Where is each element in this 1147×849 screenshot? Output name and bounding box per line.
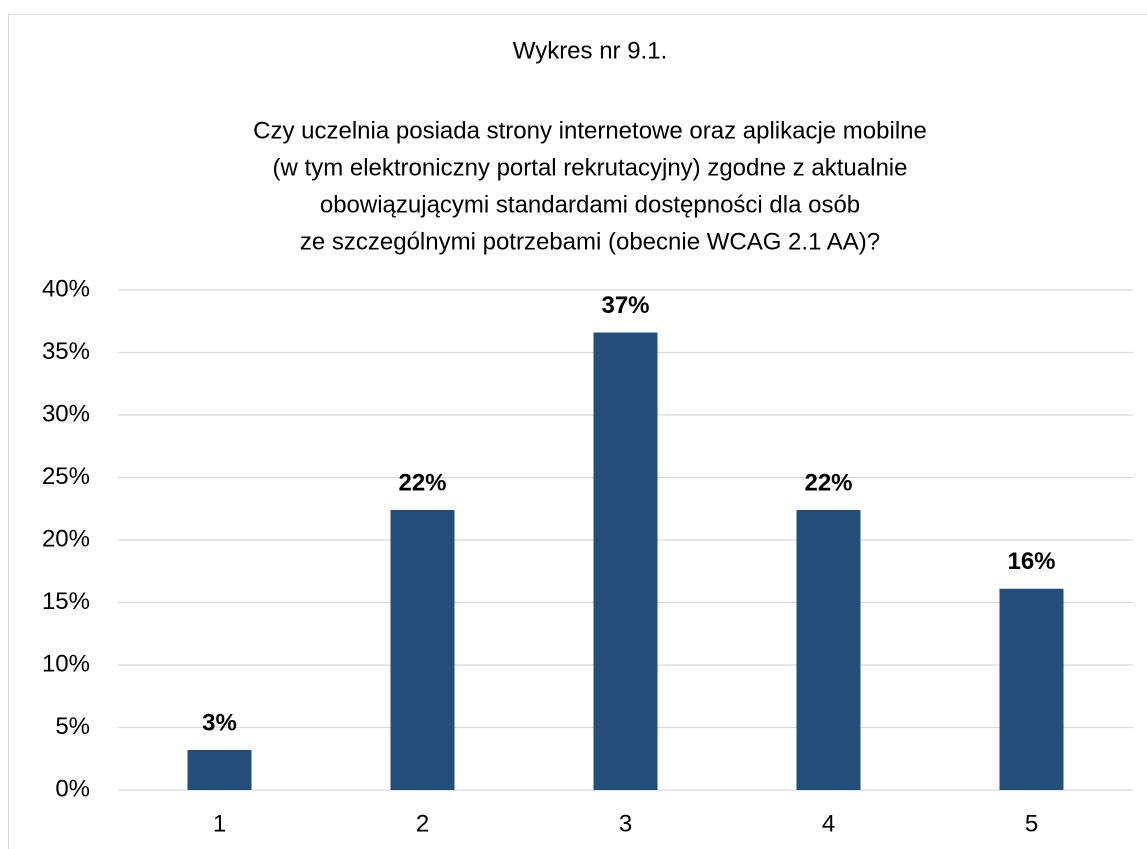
value-label: 22%	[804, 469, 852, 496]
y-tick-label: 15%	[42, 588, 90, 615]
y-tick-label: 0%	[55, 775, 90, 802]
x-tick-label: 4	[822, 810, 835, 837]
y-tick-label: 10%	[42, 650, 90, 677]
y-tick-label: 5%	[55, 713, 90, 740]
y-tick-label: 25%	[42, 463, 90, 490]
bar	[187, 750, 252, 790]
value-label: 22%	[398, 469, 446, 496]
bar	[593, 332, 658, 790]
y-tick-label: 30%	[42, 400, 90, 427]
bar	[796, 510, 861, 790]
chart-subtitle: ze szczególnymi potrzebami (obecnie WCAG…	[300, 228, 880, 255]
chart-subtitle: (w tym elektroniczny portal rekrutacyjny…	[273, 154, 908, 181]
x-tick-label: 5	[1025, 810, 1038, 837]
chart-subtitle: Czy uczelnia posiada strony internetowe …	[253, 117, 927, 144]
chart-subtitle: obowiązującymi standardami dostępności d…	[320, 191, 860, 218]
y-tick-label: 40%	[42, 275, 90, 302]
chart-title: Wykres nr 9.1.	[513, 37, 668, 64]
value-label: 16%	[1007, 548, 1055, 575]
x-tick-label: 1	[213, 810, 226, 837]
x-tick-label: 3	[619, 810, 632, 837]
value-label: 37%	[601, 292, 649, 319]
y-tick-label: 35%	[42, 338, 90, 365]
y-tick-label: 20%	[42, 525, 90, 552]
chart-frame	[8, 14, 1147, 849]
value-label: 3%	[202, 709, 237, 736]
bar	[999, 588, 1064, 790]
x-tick-label: 2	[416, 810, 429, 837]
bar	[390, 510, 455, 790]
